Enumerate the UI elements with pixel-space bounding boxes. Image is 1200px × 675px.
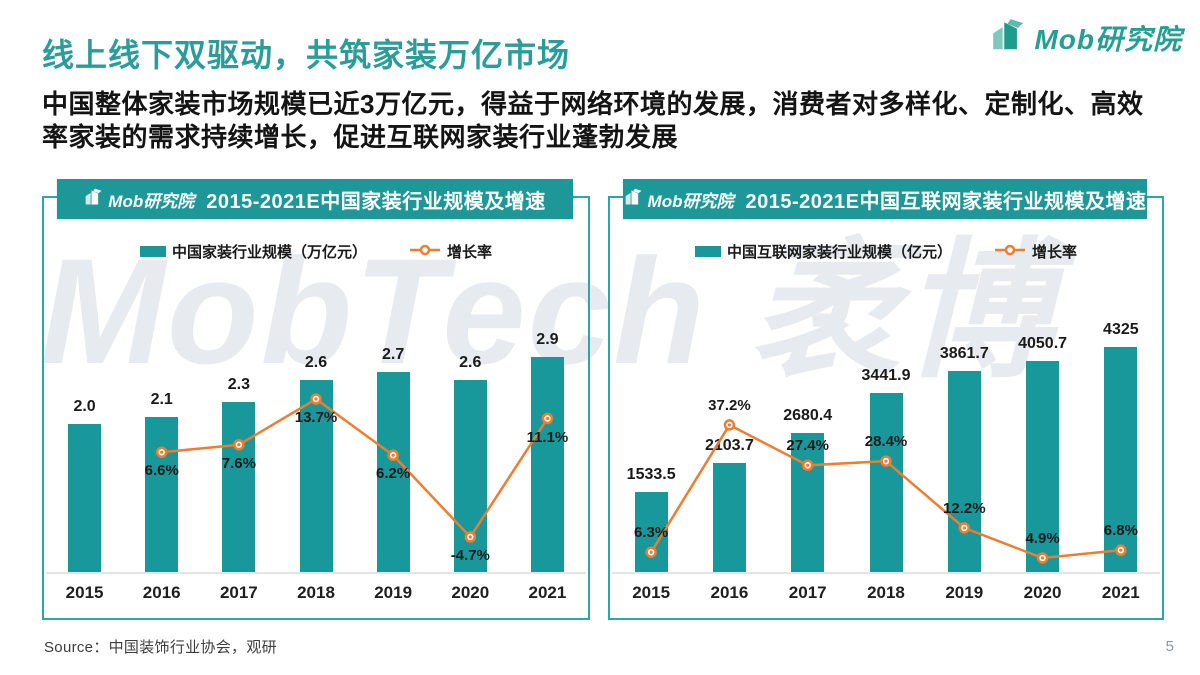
xaxis-label-2016: 2016: [710, 583, 749, 602]
growth-value-label: 13.7%: [294, 409, 338, 426]
xaxis-label-2018: 2018: [867, 583, 905, 602]
xaxis-label-2018: 2018: [297, 583, 335, 602]
mini-brand-text: Mob研究院: [108, 191, 195, 211]
bar-2018: [869, 393, 903, 572]
building-icon: [84, 187, 104, 212]
left-chart-title: 2015-2021E中国家装行业规模及增速: [206, 190, 546, 213]
bar-2016: [145, 416, 179, 572]
bar-2017: [222, 401, 256, 572]
xaxis-label-2016: 2016: [142, 583, 181, 602]
xaxis-label-2021: 2021: [1101, 583, 1140, 602]
growth-value-label: 4.9%: [1025, 530, 1060, 547]
legend-item-bar: 中国互联网家装行业规模（亿元）: [694, 241, 952, 262]
xaxis-label-2019: 2019: [945, 583, 984, 602]
building-icon: [624, 187, 644, 212]
brand-logo-text: Mob研究院: [1034, 23, 1182, 55]
bar-value-label: 2.0: [73, 398, 96, 415]
line-marker-icon: [994, 243, 1026, 260]
bar-value-label: 3861.7: [939, 345, 989, 363]
bar-value-label: 3441.9: [861, 367, 911, 385]
growth-value-label: 7.6%: [221, 454, 256, 472]
growth-value-label: 6.3%: [634, 524, 669, 542]
growth-line: [155, 393, 554, 543]
bar-value-label: 2.9: [536, 331, 559, 349]
growth-value-label: 6.8%: [1103, 522, 1138, 540]
bar-2015: [68, 424, 102, 572]
bar-2020: [1026, 361, 1060, 572]
building-icon: [990, 16, 1028, 59]
bar-value-label: 2.6: [304, 353, 328, 371]
source-note: Source：中国装饰行业协会，观研: [44, 639, 277, 656]
xaxis-label-2015: 2015: [65, 583, 104, 602]
xaxis-label-2020: 2020: [451, 583, 490, 602]
bar-2019: [947, 371, 981, 572]
line-marker-icon: [409, 243, 441, 260]
xaxis-label-2019: 2019: [374, 583, 413, 602]
right-chart-plot: 1533.5 2103.7 2680.4 3441.9 3861.7 4050.7 4325…: [612, 270, 1160, 574]
bar-value-label: 2.3: [227, 375, 250, 393]
mini-brand-logo: Mob研究院: [84, 187, 194, 212]
growth-line: [645, 419, 1127, 564]
bar-value-label: 1533.5: [626, 466, 676, 484]
brand-logo: Mob研究院: [990, 16, 1182, 59]
page-subtitle: 中国整体家装市场规模已近3万亿元，得益于网络环境的发展，消费者对多样化、定制化、…: [42, 89, 1144, 153]
right-chart-legend: 中国互联网家装行业规模（亿元） 增长率: [610, 241, 1162, 262]
growth-value-label: 11.1%: [526, 428, 569, 446]
growth-value-label: 27.4%: [786, 437, 829, 455]
bar-value-label: 4325: [1103, 321, 1139, 339]
left-chart-xaxis: 2015 2016 2017 2018 2019 2020 2021: [46, 578, 586, 608]
mini-brand-text: Mob研究院: [647, 191, 734, 211]
bar-2018: [299, 379, 333, 572]
legend-item-line: 增长率: [994, 241, 1077, 262]
legend-item-bar: 中国家装行业规模（万亿元）: [139, 241, 367, 262]
bar-value-label: 2.6: [459, 353, 482, 371]
page-number: 5: [1165, 638, 1174, 655]
right-chart-header: Mob研究院 2015-2021E中国互联网家装行业规模及增速: [623, 179, 1147, 219]
bar-swatch-icon: [694, 245, 721, 257]
bar-value-label: 4050.7: [1018, 335, 1068, 353]
bar-2016: [712, 462, 746, 572]
growth-value-label: 12.2%: [943, 499, 986, 517]
growth-value-label: -4.7%: [450, 547, 490, 564]
bar-2021: [530, 357, 564, 572]
bar-swatch-icon: [139, 245, 166, 257]
growth-value-label: 6.2%: [376, 465, 411, 483]
bar-value-label: 2680.4: [783, 406, 833, 424]
chart-panel-internet-home-decoration: Mob研究院 2015-2021E中国互联网家装行业规模及增速 中国互联网家装行…: [608, 179, 1164, 620]
chart-panel-home-decoration: Mob研究院 2015-2021E中国家装行业规模及增速 中国家装行业规模（万亿…: [42, 179, 590, 620]
growth-value-label: 37.2%: [708, 396, 751, 414]
legend-item-line: 增长率: [409, 241, 492, 262]
bar-value-label: 2.7: [382, 346, 405, 364]
growth-value-label: 6.6%: [144, 462, 179, 480]
xaxis-label-2017: 2017: [788, 583, 827, 602]
bar-2017: [791, 432, 825, 572]
xaxis-label-2020: 2020: [1023, 583, 1062, 602]
xaxis-label-2021: 2021: [528, 583, 567, 602]
left-chart-legend: 中国家装行业规模（万亿元） 增长率: [44, 241, 588, 262]
bar-value-label: 2103.7: [704, 436, 754, 454]
bar-value-label: 2.1: [150, 390, 173, 408]
bar-2019: [376, 372, 410, 572]
xaxis-label-2017: 2017: [219, 583, 258, 602]
left-chart-plot: 2.0 2.1 2.3 2.6 2.7 2.6 2.9 6.6% 7.6% 13.7% 6.2% -4…: [46, 270, 586, 574]
mini-brand-logo: Mob研究院: [624, 187, 734, 212]
xaxis-label-2015: 2015: [632, 583, 671, 602]
bar-2021: [1104, 347, 1138, 572]
right-chart-xaxis: 2015 2016 2017 2018 2019 2020 2021: [612, 578, 1160, 608]
right-chart-title: 2015-2021E中国互联网家装行业规模及增速: [745, 190, 1147, 213]
page-title: 线上线下双驱动，共筑家装万亿市场: [42, 37, 571, 73]
left-chart-header: Mob研究院 2015-2021E中国家装行业规模及增速: [57, 179, 573, 219]
growth-value-label: 28.4%: [864, 433, 908, 451]
